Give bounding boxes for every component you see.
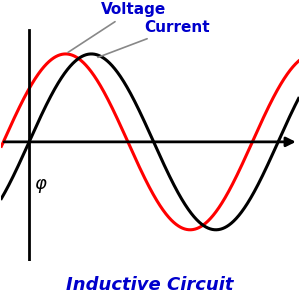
Text: φ: φ [34, 175, 46, 193]
Text: Voltage: Voltage [68, 2, 166, 52]
Text: Current: Current [98, 20, 210, 57]
Text: Inductive Circuit: Inductive Circuit [66, 276, 234, 294]
